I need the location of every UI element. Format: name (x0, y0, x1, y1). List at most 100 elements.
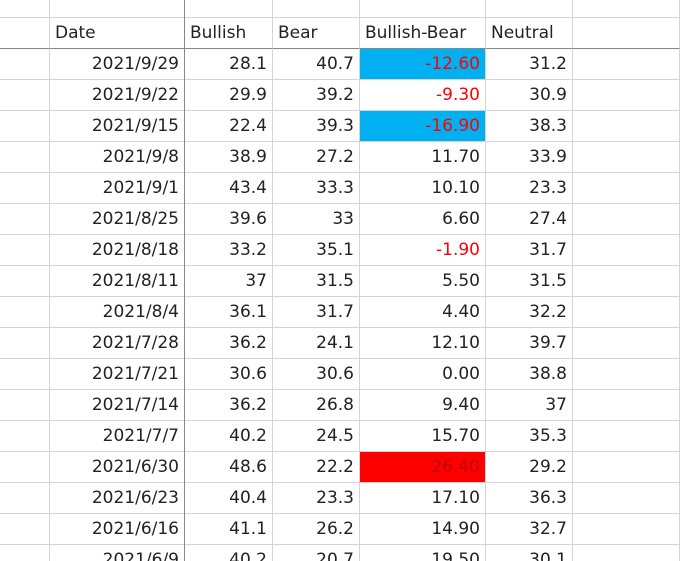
empty-cell (0, 80, 50, 111)
empty-cell (573, 49, 680, 80)
empty-cell (573, 359, 680, 390)
value-cell: 37 (185, 266, 273, 297)
empty-cell (0, 483, 50, 514)
value-cell: 30.9 (486, 80, 573, 111)
empty-cell (0, 328, 50, 359)
value-cell: 39.2 (273, 80, 360, 111)
empty-cell (0, 514, 50, 545)
value-cell: 38.8 (486, 359, 573, 390)
value-cell: 33.9 (486, 142, 573, 173)
date-cell: 2021/6/9 (50, 545, 185, 561)
empty-cell (573, 142, 680, 173)
value-cell: 31.7 (273, 297, 360, 328)
value-cell: 14.90 (360, 514, 486, 545)
value-cell: 30.6 (273, 359, 360, 390)
freeze-line (184, 0, 185, 561)
value-cell: 31.5 (486, 266, 573, 297)
date-cell: 2021/9/1 (50, 173, 185, 204)
value-cell: 39.7 (486, 328, 573, 359)
date-cell: 2021/6/30 (50, 452, 185, 483)
value-cell: 27.2 (273, 142, 360, 173)
value-cell: 24.5 (273, 421, 360, 452)
value-cell: 32.7 (486, 514, 573, 545)
header-cell: Bullish-Bear (360, 18, 486, 49)
empty-cell (0, 390, 50, 421)
date-cell: 2021/7/14 (50, 390, 185, 421)
value-cell: 38.3 (486, 111, 573, 142)
empty-cell (0, 204, 50, 235)
value-cell: 15.70 (360, 421, 486, 452)
empty-cell (573, 235, 680, 266)
date-cell: 2021/7/28 (50, 328, 185, 359)
value-cell: 31.2 (486, 49, 573, 80)
value-cell: 40.7 (273, 49, 360, 80)
empty-cell (573, 328, 680, 359)
value-cell: 6.60 (360, 204, 486, 235)
value-cell: -9.30 (360, 80, 486, 111)
value-cell: 11.70 (360, 142, 486, 173)
value-cell: 40.4 (185, 483, 273, 514)
value-cell: 29.2 (486, 452, 573, 483)
value-cell: -12.60 (360, 49, 486, 80)
value-cell: -1.90 (360, 235, 486, 266)
empty-cell (573, 390, 680, 421)
empty-cell (573, 452, 680, 483)
empty-cell (0, 452, 50, 483)
value-cell: 23.3 (486, 173, 573, 204)
empty-cell (573, 297, 680, 328)
empty-cell (573, 514, 680, 545)
empty-cell (0, 0, 50, 18)
value-cell: 39.6 (185, 204, 273, 235)
empty-cell (0, 421, 50, 452)
value-cell: 37 (486, 390, 573, 421)
value-cell: 9.40 (360, 390, 486, 421)
value-cell: 35.3 (486, 421, 573, 452)
empty-cell (0, 111, 50, 142)
empty-cell (0, 142, 50, 173)
date-cell: 2021/9/15 (50, 111, 185, 142)
empty-cell (0, 235, 50, 266)
value-cell: 36.3 (486, 483, 573, 514)
value-cell: 22.4 (185, 111, 273, 142)
value-cell: 10.10 (360, 173, 486, 204)
value-cell: 36.2 (185, 390, 273, 421)
empty-cell (50, 0, 185, 18)
empty-cell (0, 545, 50, 561)
value-cell: 36.1 (185, 297, 273, 328)
value-cell: 28.1 (185, 49, 273, 80)
value-cell: 22.2 (273, 452, 360, 483)
value-cell: 26.2 (273, 514, 360, 545)
header-cell: Bear (273, 18, 360, 49)
value-cell: 26.8 (273, 390, 360, 421)
value-cell: 0.00 (360, 359, 486, 390)
value-cell: 20.7 (273, 545, 360, 561)
empty-cell (573, 173, 680, 204)
value-cell: 29.9 (185, 80, 273, 111)
value-cell: 4.40 (360, 297, 486, 328)
header-cell: Bullish (185, 18, 273, 49)
value-cell: 24.1 (273, 328, 360, 359)
empty-cell (573, 80, 680, 111)
empty-cell (0, 173, 50, 204)
header-cell: Neutral (486, 18, 573, 49)
empty-cell (573, 266, 680, 297)
empty-cell (573, 483, 680, 514)
date-cell: 2021/6/23 (50, 483, 185, 514)
empty-cell (0, 297, 50, 328)
value-cell: 26.40 (360, 452, 486, 483)
value-cell: 12.10 (360, 328, 486, 359)
date-cell: 2021/8/11 (50, 266, 185, 297)
empty-cell (0, 49, 50, 80)
value-cell: 48.6 (185, 452, 273, 483)
date-cell: 2021/8/25 (50, 204, 185, 235)
date-cell: 2021/6/16 (50, 514, 185, 545)
date-cell: 2021/7/21 (50, 359, 185, 390)
value-cell: 33 (273, 204, 360, 235)
empty-cell (0, 359, 50, 390)
empty-cell (273, 0, 360, 18)
date-cell: 2021/8/4 (50, 297, 185, 328)
empty-cell (486, 0, 573, 18)
empty-cell (573, 18, 680, 49)
value-cell: 43.4 (185, 173, 273, 204)
